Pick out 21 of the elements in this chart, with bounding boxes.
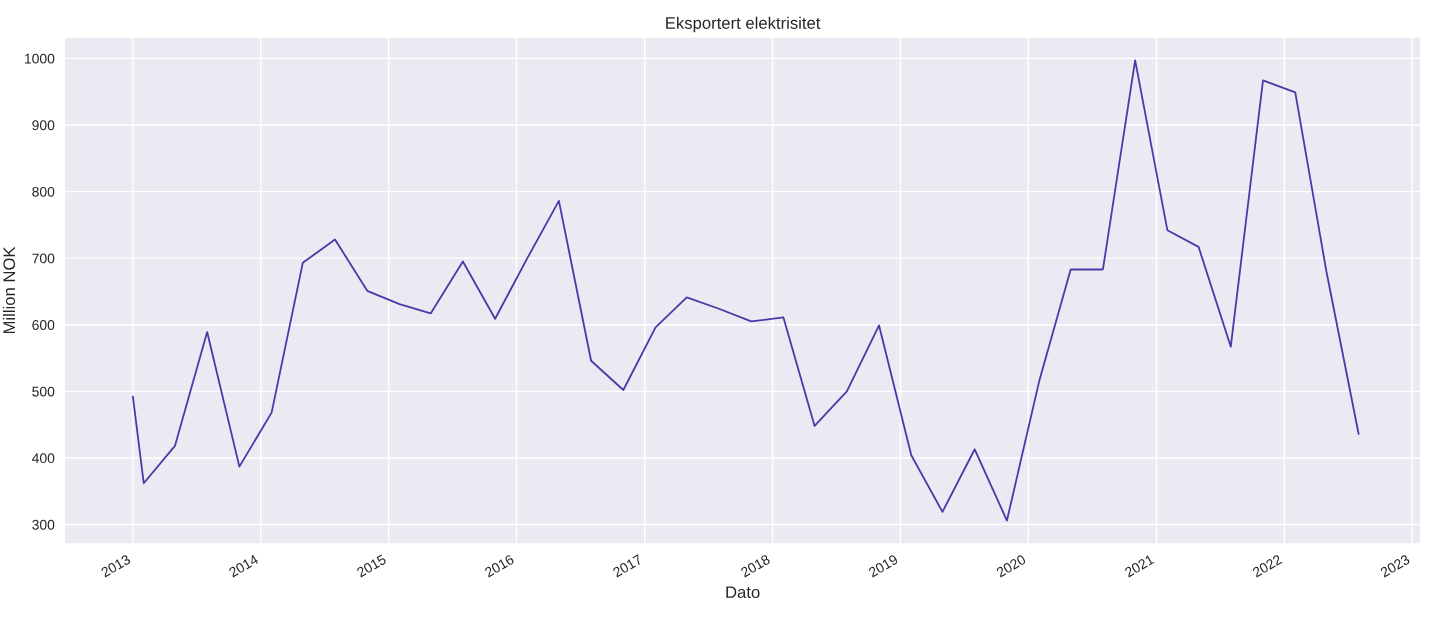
x-tick-label: 2014 [228,554,260,578]
x-tick-label: 2018 [740,554,771,578]
x-tick-label: 2013 [100,554,131,578]
x-tick-label: 2022 [1251,554,1283,578]
y-tick-label: 800 [32,186,55,197]
x-tick-label: 2021 [1124,554,1155,578]
x-tick-label: 2019 [867,554,899,578]
x-tick-label: 2020 [995,554,1027,578]
x-tick-label: 2023 [1379,554,1411,578]
x-tick-label: 2016 [484,554,515,578]
line-series [131,59,1360,522]
y-tick-label: 700 [32,253,55,264]
chart-title: Eksportert elektrisitet [666,16,821,33]
y-tick-label: 400 [32,453,55,464]
y-tick-label: 600 [32,320,55,330]
y-axis-title: Million NOK [2,246,16,334]
y-tick-label: 900 [32,120,55,131]
y-tick-label: 300 [32,519,55,530]
y-tick-label: 500 [32,386,55,397]
y-tick-label: 1000 [25,53,55,64]
x-axis-title: Dato [726,586,760,599]
